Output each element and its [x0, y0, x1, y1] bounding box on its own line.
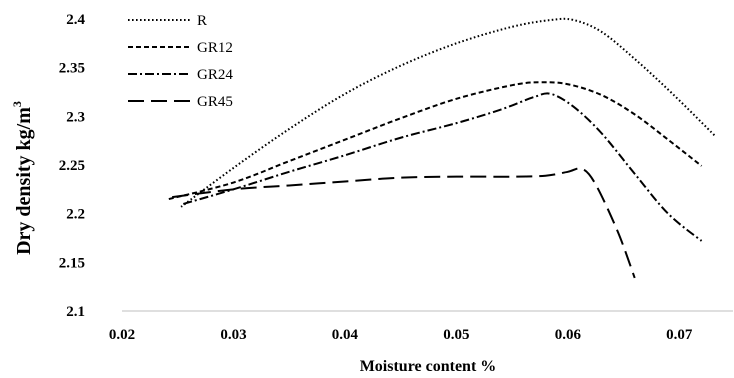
- x-tick-label: 0.07: [666, 327, 693, 343]
- series-group: [168, 17, 716, 279]
- y-tick-label: 2.1: [66, 304, 85, 320]
- x-tick-label: 0.02: [109, 327, 135, 343]
- y-tick-label: 2.2: [66, 207, 85, 223]
- series-line-gr12: [168, 81, 703, 201]
- x-ticks: 0.02 0.03 0.04 0.05 0.06 0.07: [109, 327, 693, 343]
- x-tick-label: 0.04: [332, 327, 359, 343]
- series-line-r: [180, 17, 716, 208]
- axes: 0.02 0.03 0.04 0.05 0.06 0.07 2.12.152.22.252…: [59, 12, 733, 343]
- y-axis-title: Dry density kg/m3: [10, 101, 35, 255]
- y-ticks: 2.1 2.15 2.2 2.25 2.3 2.35 2.4: [59, 12, 86, 320]
- legend-label-gr12: GR12: [197, 40, 233, 56]
- x-tick-label: 0.06: [555, 327, 582, 343]
- legend-label-gr45: GR45: [197, 94, 233, 110]
- legend-label-r: R: [197, 13, 207, 29]
- y-tick-label: 2.4: [66, 12, 85, 28]
- x-axis-title: Moisture content %: [360, 358, 497, 375]
- legend: R GR12 GR24 GR45: [128, 13, 233, 110]
- series-line-gr24: [183, 92, 703, 242]
- x-tick-label: 0.03: [220, 327, 246, 343]
- x-tick-label: 0.05: [443, 327, 469, 343]
- y-tick-label: 2.15: [59, 255, 85, 271]
- y-tick-label: 2.25: [59, 158, 85, 174]
- legend-label-gr24: GR24: [197, 67, 233, 83]
- y-tick-label: 2.35: [59, 61, 85, 77]
- series-line-gr45: [172, 167, 636, 279]
- y-tick-label: 2.3: [66, 109, 85, 125]
- y-axis-title-superscript: 3: [10, 101, 24, 107]
- y-axis-title-main: Dry density kg/m: [13, 107, 35, 255]
